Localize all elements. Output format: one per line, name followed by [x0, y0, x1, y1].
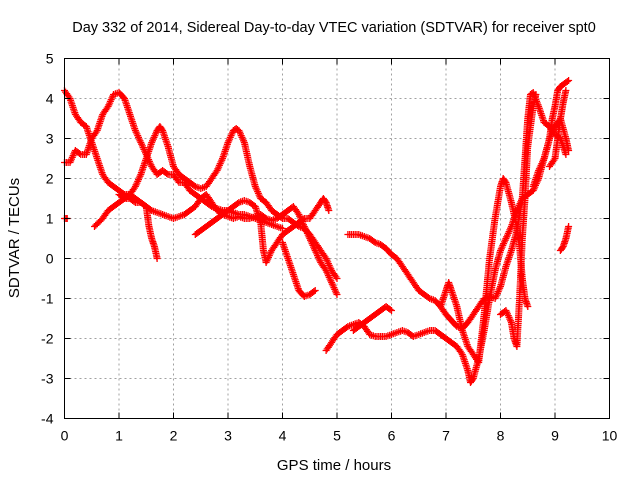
data-point [130, 198, 138, 205]
y-tick-label: -2 [41, 331, 54, 347]
data-point [158, 125, 166, 133]
x-tick-label: 1 [115, 428, 123, 444]
data-point [279, 225, 286, 232]
data-point [563, 78, 571, 85]
data-point [388, 307, 395, 314]
data-point [325, 207, 333, 214]
x-tick-label: 10 [602, 428, 618, 444]
series-arc-12 [497, 91, 540, 350]
series-arc-6 [191, 195, 333, 266]
x-tick-label: 9 [551, 428, 559, 444]
data-point [299, 216, 307, 223]
y-tick-label: -3 [41, 371, 54, 387]
series-arc-8 [322, 115, 573, 386]
series-arc-4 [91, 123, 341, 282]
data-point [119, 194, 127, 201]
y-tick-label: 4 [46, 91, 54, 107]
y-axis-title: SDTVAR / TECUs [6, 178, 23, 298]
data-point [76, 150, 83, 157]
data-point [333, 291, 341, 298]
data-point [310, 288, 318, 295]
x-axis-title: GPS time / hours [277, 457, 391, 474]
data-point [332, 273, 340, 281]
chart-title: Day 332 of 2014, Sidereal Day-to-day VTE… [72, 20, 596, 36]
data-point [468, 376, 476, 384]
data-point [562, 151, 570, 158]
x-tick-label: 0 [61, 428, 69, 444]
y-tick-label: 3 [46, 131, 54, 147]
data-point [333, 275, 341, 282]
y-tick-label: 5 [46, 51, 54, 67]
x-tick-labels: 0 1 2 3 4 5 6 7 8 9 10 [61, 428, 618, 444]
series-arc-5 [115, 191, 161, 262]
series-arc-10 [344, 89, 570, 332]
y-tick-label: 0 [46, 251, 54, 267]
x-tick-label: 6 [388, 428, 396, 444]
x-tick-label: 3 [224, 428, 232, 444]
y-tick-label: -4 [41, 411, 54, 427]
y-tick-label: 1 [46, 211, 54, 227]
series-arc-11 [437, 175, 532, 366]
x-tick-label: 8 [497, 428, 505, 444]
x-tick-label: 2 [170, 428, 178, 444]
data-point [565, 77, 573, 84]
data-point [153, 255, 161, 262]
data-point [524, 303, 532, 310]
x-tick-label: 7 [442, 428, 450, 444]
y-tick-label: -1 [41, 291, 54, 307]
x-tick-label: 4 [279, 428, 287, 444]
data-point [565, 223, 573, 230]
data-point [532, 91, 540, 98]
data-point [501, 177, 509, 185]
data-points [61, 77, 573, 386]
data-point [277, 214, 285, 221]
axis-ticks [64, 58, 610, 419]
y-tick-label: 2 [46, 171, 54, 187]
x-tick-label: 5 [333, 428, 341, 444]
data-point [163, 170, 171, 177]
series-arc-7 [279, 239, 319, 300]
series-arc-14 [546, 87, 570, 170]
data-point [562, 87, 570, 94]
data-point [311, 287, 319, 294]
series-arc-13 [529, 77, 573, 190]
series-arc-9 [349, 303, 395, 334]
data-point [550, 156, 558, 164]
data-point [386, 306, 394, 313]
series-arc-15 [556, 223, 573, 254]
y-tick-labels: -4 -3 -2 -1 0 1 2 3 4 5 [41, 51, 54, 427]
